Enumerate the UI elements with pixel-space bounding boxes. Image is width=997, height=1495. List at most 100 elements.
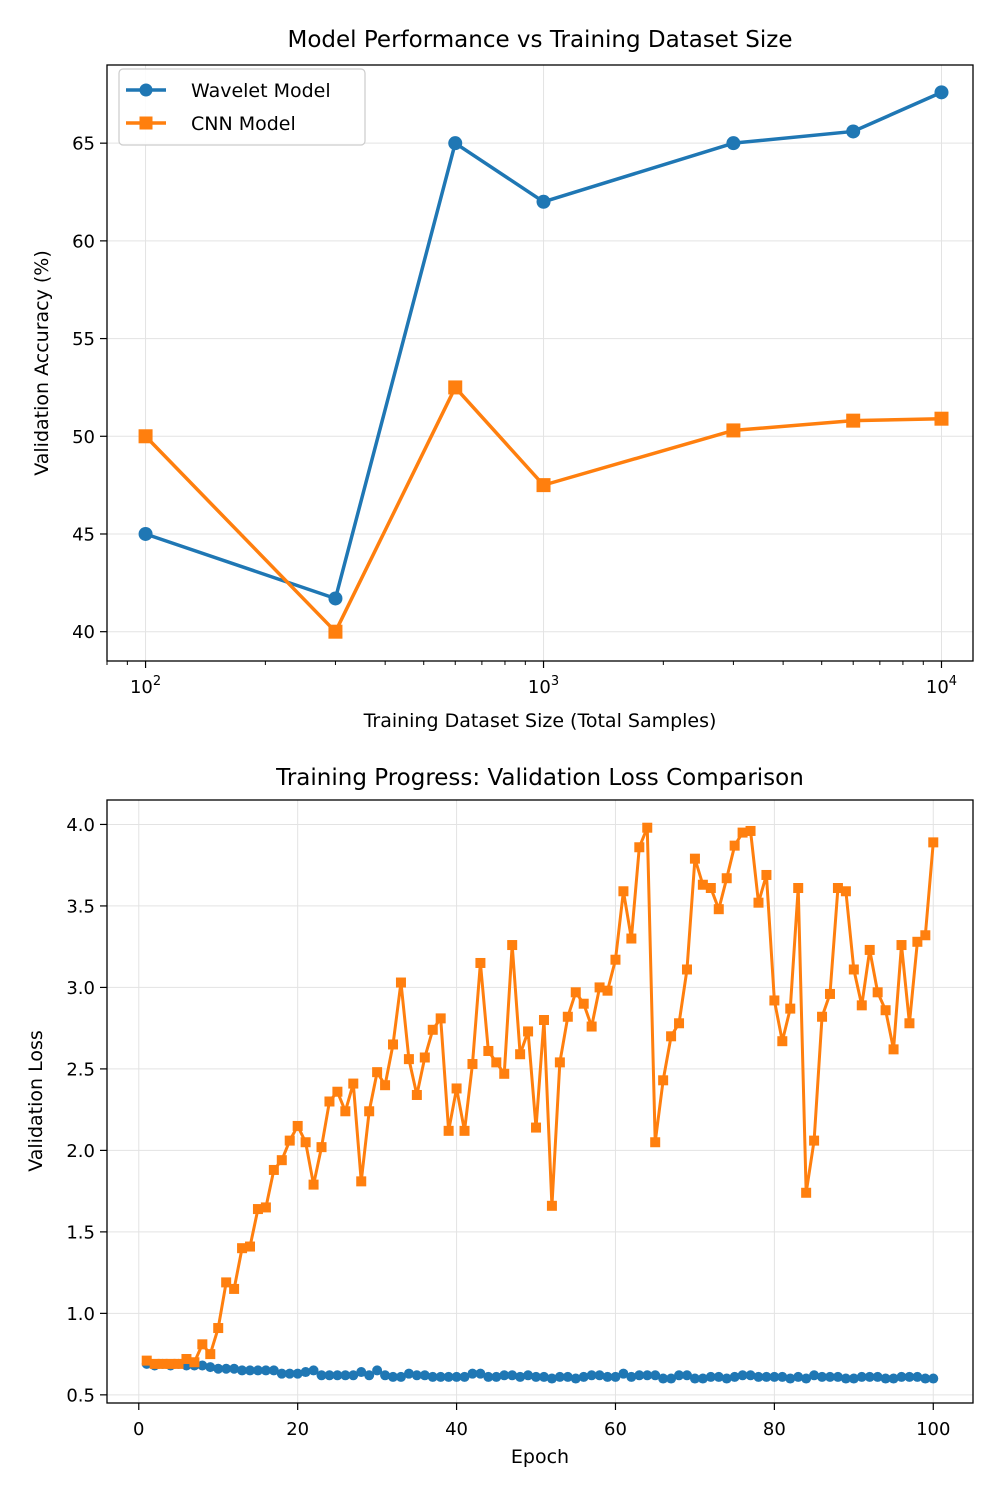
- y-tick-label-6: 3.5: [66, 896, 95, 917]
- series-0-point-69: [689, 1373, 700, 1384]
- series-1-point-9: [213, 1323, 224, 1334]
- series-1-point-70: [697, 879, 708, 890]
- series-0-point-83: [801, 1373, 812, 1384]
- series-1-point-44: [491, 1057, 502, 1068]
- series-0-point-32: [395, 1371, 406, 1382]
- series-0-point-62: [634, 1370, 645, 1381]
- series-1-point-26: [348, 1078, 359, 1089]
- series-1-point-21: [308, 1179, 319, 1190]
- series-0-point-89: [848, 1373, 859, 1384]
- series-1-point-72: [713, 904, 724, 915]
- series-1-point-5: [181, 1353, 192, 1364]
- series-0-point-38: [443, 1371, 454, 1382]
- series-1-point-94: [888, 1044, 899, 1055]
- chart1-frame: [106, 64, 974, 662]
- series-0-point-35: [419, 1370, 430, 1381]
- series-1-point-27: [356, 1176, 367, 1187]
- series-1-point-61: [626, 933, 637, 944]
- series-0-point-10: [221, 1363, 232, 1374]
- series-0-point-57: [594, 1370, 605, 1381]
- series-0-point-7: [197, 1360, 208, 1371]
- series-1-point-33: [403, 1054, 414, 1065]
- series-0-point-5: [846, 124, 861, 139]
- series-1-point-23: [324, 1096, 335, 1107]
- series-1-point-42: [475, 957, 486, 968]
- series-0-point-72: [713, 1371, 724, 1382]
- series-1-point-96: [904, 1018, 915, 1029]
- series-0-point-81: [785, 1373, 796, 1384]
- series-0-point-12: [237, 1365, 248, 1376]
- chart2-frame: [106, 799, 974, 1404]
- series-0-point-64: [650, 1370, 661, 1381]
- series-0-point-77: [753, 1371, 764, 1382]
- series-1-point-19: [292, 1120, 303, 1131]
- chart1-series: [138, 85, 949, 639]
- series-1-point-1: [328, 624, 343, 639]
- series-1-point-2: [448, 380, 463, 395]
- series-0-point-79: [769, 1371, 780, 1382]
- series-0-point-66: [666, 1373, 677, 1384]
- series-1-point-65: [658, 1075, 669, 1086]
- series-0-point-99: [928, 1373, 939, 1384]
- series-1-point-53: [562, 1011, 573, 1022]
- series-0-point-22: [316, 1370, 327, 1381]
- series-0-point-59: [610, 1371, 621, 1382]
- series-1-point-98: [920, 930, 931, 941]
- series-0-point-20: [300, 1367, 311, 1378]
- series-1-point-86: [824, 988, 835, 999]
- series-0-point-1: [328, 591, 343, 606]
- series-0-point-97: [912, 1371, 923, 1382]
- series-1-point-30: [380, 1080, 391, 1091]
- series-0-point-8: [205, 1362, 216, 1373]
- series-0-point-63: [642, 1370, 653, 1381]
- series-1-point-75: [737, 827, 748, 838]
- y-tick-label-3: 2.0: [66, 1141, 95, 1162]
- y-tick-label-3: 55: [72, 329, 95, 350]
- series-0-point-17: [276, 1368, 287, 1379]
- chart2-series: [141, 822, 939, 1384]
- series-0-point-45: [499, 1370, 510, 1381]
- y-tick-label-1: 45: [72, 524, 95, 545]
- series-0-point-11: [229, 1363, 240, 1374]
- series-1-point-66: [666, 1031, 677, 1042]
- series-0-point-3: [536, 194, 551, 209]
- series-0-point-92: [872, 1371, 883, 1382]
- series-0-point-53: [562, 1371, 573, 1382]
- series-1-point-7: [197, 1339, 208, 1350]
- series-1-point-12: [237, 1243, 248, 1254]
- series-0-point-9: [213, 1363, 224, 1374]
- series-0-point-98: [920, 1373, 931, 1384]
- series-1-point-8: [205, 1349, 216, 1360]
- chart-loss: Training Progress: Validation Loss Compa…: [25, 765, 974, 1468]
- series-0-point-93: [880, 1373, 891, 1384]
- series-1-point-24: [332, 1086, 343, 1097]
- series-1-point-20: [300, 1137, 311, 1148]
- series-1-point-99: [928, 837, 939, 848]
- x-tick-label-4: 80: [763, 1419, 786, 1440]
- series-1-point-39: [451, 1083, 462, 1094]
- series-0-point-37: [435, 1371, 446, 1382]
- series-0-point-58: [602, 1371, 613, 1382]
- x-tick-label-5: 100: [916, 1419, 950, 1440]
- series-1-point-18: [284, 1135, 295, 1146]
- series-1-point-13: [245, 1241, 256, 1252]
- series-1-point-0: [141, 1355, 152, 1366]
- series-1-point-36: [427, 1024, 438, 1035]
- series-0-point-51: [546, 1373, 557, 1384]
- y-tick-label-2: 1.5: [66, 1222, 95, 1243]
- series-0-point-88: [840, 1373, 851, 1384]
- series-1-point-87: [832, 883, 843, 894]
- series-0-point-34: [411, 1370, 422, 1381]
- chart-accuracy: Model Performance vs Training Dataset Si…: [31, 27, 974, 732]
- legend-box: [118, 68, 366, 146]
- series-1-point-78: [761, 869, 772, 880]
- series-0-point-6: [934, 85, 949, 100]
- series-1-point-46: [507, 940, 518, 951]
- series-1-point-6: [934, 411, 949, 426]
- series-1-point-52: [554, 1057, 565, 1068]
- series-0-point-87: [832, 1371, 843, 1382]
- series-0-point-16: [268, 1365, 279, 1376]
- series-0-point-76: [745, 1370, 756, 1381]
- chart2-title: Training Progress: Validation Loss Compa…: [275, 765, 804, 791]
- series-1-point-25: [340, 1106, 351, 1117]
